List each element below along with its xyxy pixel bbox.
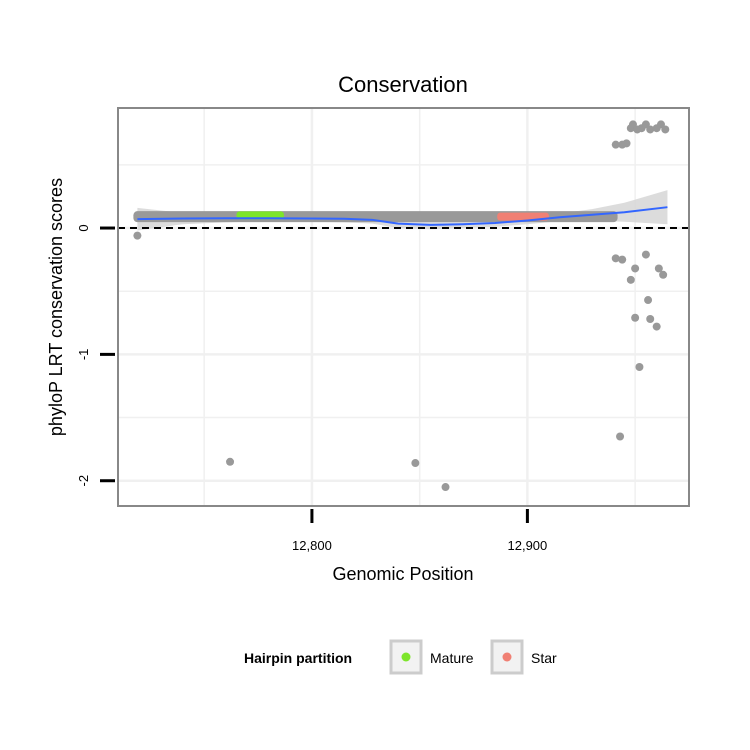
data-point [644,296,653,305]
data-point [652,322,661,331]
axes: 12,800 12,900 -2 -1 0 [76,224,547,553]
y-tick-label: -2 [76,475,91,487]
data-point [133,231,142,240]
data-point [635,363,644,372]
data-point [622,139,631,148]
y-axis-title: phyloP LRT conservation scores [46,178,66,436]
legend-entry-star: Star [490,639,557,675]
legend-label-mature: Mature [430,650,474,666]
plot-panel [117,107,690,507]
legend-title: Hairpin partition [244,650,352,666]
panel-background [118,108,689,506]
data-point [441,483,450,492]
data-point [626,275,635,284]
data-point [661,125,670,134]
legend-swatch-star [502,652,512,662]
data-point [611,140,620,149]
legend-entry-mature: Mature [389,639,474,675]
data-point [654,264,663,273]
legend-key-star [490,639,524,675]
smooth-line-layer [137,206,668,226]
data-point [631,264,640,273]
data-point [659,270,668,279]
data-point [631,313,640,322]
legend-label-star: Star [531,650,557,666]
legend-swatch-mature [401,652,411,662]
data-point [618,255,627,264]
smooth-line [137,206,668,226]
panel-border [117,107,690,507]
x-tick-label: 12,900 [508,538,548,553]
data-point [226,457,235,466]
x-axis-title: Genomic Position [332,564,473,584]
data-point [611,254,620,263]
data-point [641,250,650,259]
y-tick-label: 0 [76,224,91,231]
chart-title: Conservation [338,72,468,97]
data-point [616,432,625,441]
data-point [646,125,655,134]
data-point [411,459,420,468]
y-tick-label: -1 [76,349,91,361]
data-point [646,315,655,324]
legend: Hairpin partition Mature Star [244,639,557,675]
x-tick-label: 12,800 [292,538,332,553]
